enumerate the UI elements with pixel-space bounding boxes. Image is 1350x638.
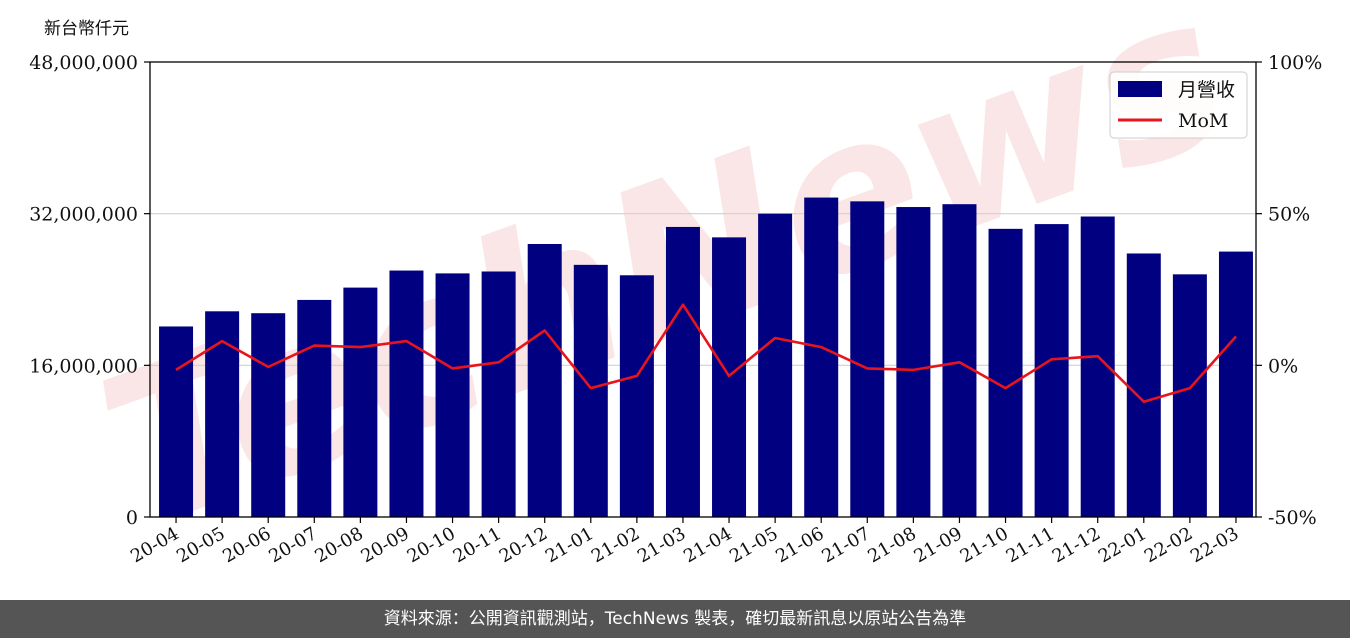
legend-label-revenue: 月營收 [1178, 79, 1235, 101]
right-y-axis: -50% 0% 50% 100% [1256, 52, 1322, 529]
x-tick-label-20-12: 20-12 [496, 523, 551, 567]
y-axis-unit-label: 新台幣仟元 [44, 19, 129, 39]
bar-21-06 [804, 197, 839, 518]
left-y-axis: 0 16,000,000 32,000,000 48,000,000 [29, 52, 150, 529]
x-tick-label-21-06: 21-06 [772, 523, 827, 567]
bar-21-03 [665, 226, 700, 517]
bar-21-10 [988, 228, 1023, 518]
plot-frame [149, 61, 1257, 518]
x-tick-label-21-10: 21-10 [957, 523, 1012, 567]
bar-20-11 [481, 271, 516, 517]
watermark-text: TechNews [74, 0, 1257, 577]
bar-20-08 [343, 287, 378, 517]
right-y-tick-label: -50% [1268, 507, 1317, 529]
legend-swatch-bar [1118, 81, 1162, 97]
bar-series [159, 197, 1253, 518]
source-footer: 資料來源：公開資訊觀測站，TechNews 製表，確切最新訊息以原站公告為準 [0, 600, 1350, 638]
bar-21-07 [850, 201, 885, 517]
bar-22-01 [1126, 253, 1161, 517]
x-tick-label-22-02: 22-02 [1141, 523, 1196, 567]
x-tick-label-22-01: 22-01 [1095, 523, 1150, 567]
mom-line-series [175, 303, 1237, 404]
right-y-tick-label: 50% [1268, 204, 1310, 226]
right-y-tick-label: 100% [1268, 52, 1322, 74]
x-tick-label-21-11: 21-11 [1003, 523, 1058, 567]
grid-lines [150, 213, 1256, 366]
bar-21-11 [1034, 224, 1069, 517]
x-tick-label-20-08: 20-08 [311, 523, 366, 567]
x-tick-label-21-07: 21-07 [818, 523, 873, 567]
left-y-tick-label: 32,000,000 [29, 204, 138, 226]
x-tick-label-22-03: 22-03 [1187, 523, 1242, 567]
x-tick-label-20-11: 20-11 [450, 523, 505, 567]
x-tick-label-21-09: 21-09 [911, 523, 966, 567]
bar-22-03 [1218, 251, 1253, 518]
left-y-tick-label: 48,000,000 [29, 52, 138, 74]
x-tick-label-20-09: 20-09 [358, 523, 413, 567]
revenue-chart: TechNews 0 16,000,000 32,000,000 48,000,000… [29, 0, 1322, 577]
x-tick-label-20-10: 20-10 [404, 523, 459, 567]
bar-20-12 [527, 244, 562, 517]
bar-20-05 [205, 311, 240, 517]
bar-20-10 [435, 273, 470, 517]
left-y-tick-label: 16,000,000 [29, 355, 138, 377]
legend-label-mom: MoM [1178, 110, 1228, 132]
bar-20-06 [251, 313, 286, 517]
bar-20-04 [159, 326, 194, 517]
x-tick-label-21-04: 21-04 [680, 523, 735, 567]
left-y-tick-label: 0 [126, 507, 138, 529]
x-tick-label-21-08: 21-08 [864, 523, 919, 567]
bar-21-08 [896, 207, 931, 517]
mom-line [175, 303, 1237, 404]
x-tick-label-21-03: 21-03 [634, 523, 689, 567]
right-y-tick-label: 0% [1268, 355, 1298, 377]
bar-20-07 [297, 299, 332, 517]
chart-axes [149, 61, 1257, 518]
bar-21-01 [573, 264, 608, 517]
bar-21-05 [758, 213, 793, 517]
x-tick-label-21-12: 21-12 [1049, 523, 1104, 567]
chart-legend: 月營收 MoM [1109, 71, 1248, 139]
bar-21-02 [619, 275, 654, 517]
x-tick-label-21-02: 21-02 [588, 523, 643, 567]
bar-20-09 [389, 270, 424, 517]
technews-watermark: TechNews [74, 0, 1257, 577]
bar-22-02 [1172, 274, 1207, 517]
bar-21-09 [942, 204, 977, 517]
x-tick-label-21-01: 21-01 [542, 523, 597, 567]
x-tick-label-21-05: 21-05 [726, 523, 781, 567]
